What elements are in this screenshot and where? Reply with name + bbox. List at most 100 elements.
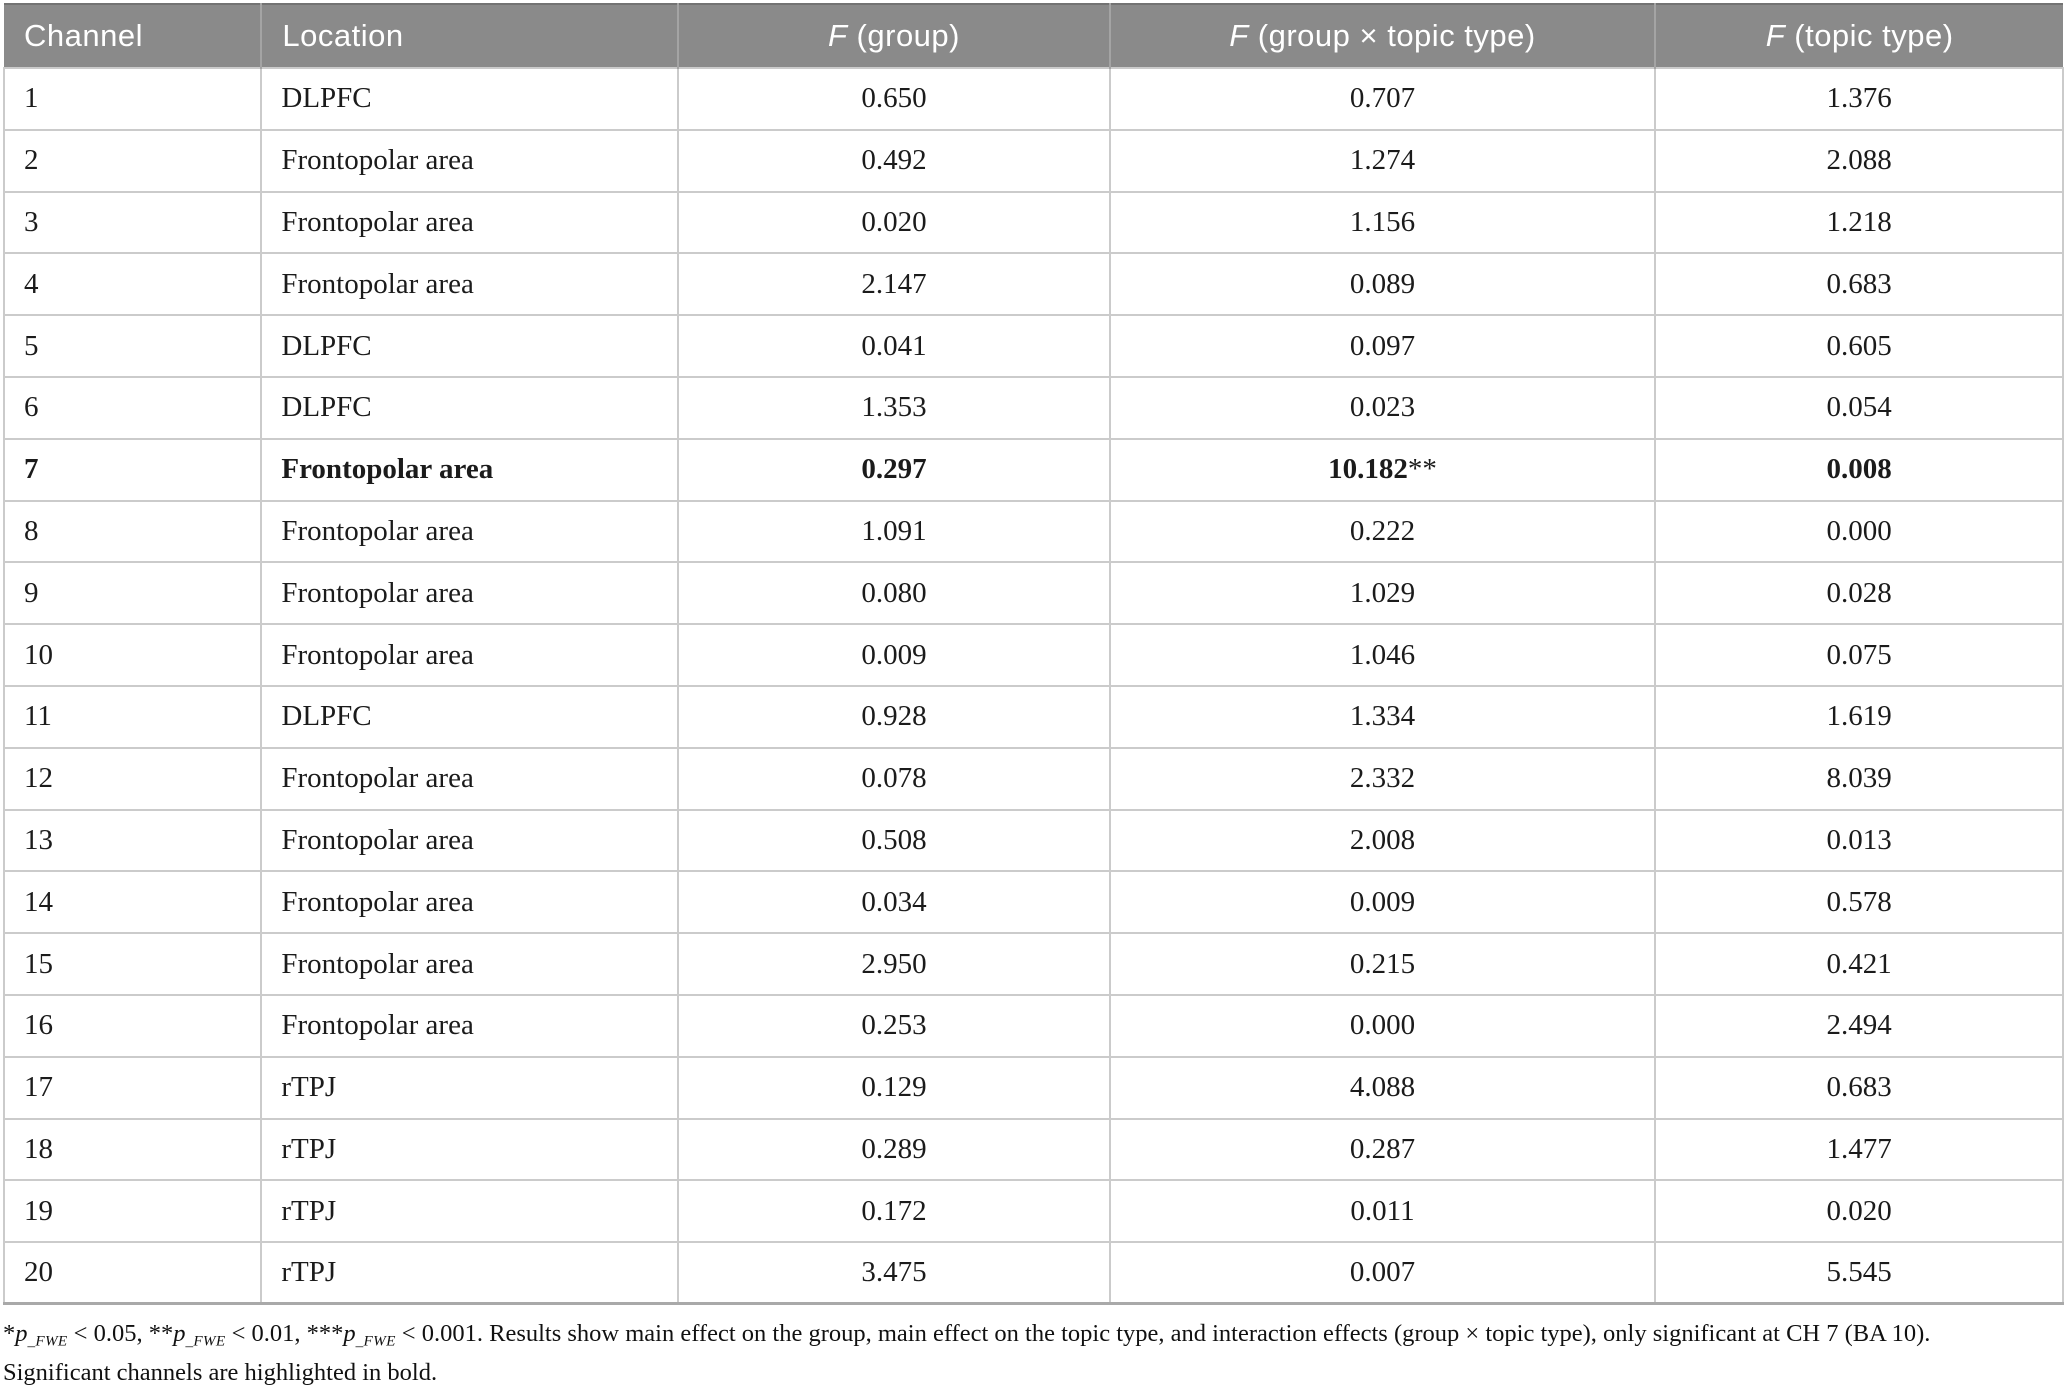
cell-channel: 7	[2, 437, 263, 502]
cell-f-group: 1.353	[677, 375, 1111, 440]
header-f-topic-type: F (topic type)	[1655, 3, 2063, 68]
cell-location: Frontopolar area	[260, 190, 680, 255]
table-header-row: Channel Location F (group) F (group × to…	[4, 3, 2063, 68]
f-interaction-value: 1.029	[1349, 576, 1416, 609]
cell-f-topic: 1.477	[1654, 1117, 2064, 1182]
cell-f-topic: 2.494	[1654, 993, 2064, 1058]
table-container: Channel Location F (group) F (group × to…	[2, 3, 2064, 1306]
cell-f-topic: 0.683	[1654, 1055, 2064, 1120]
f-interaction-value: 2.332	[1349, 762, 1416, 795]
cell-f-topic: 1.619	[1654, 684, 2064, 749]
header-location: Location	[261, 3, 680, 68]
cell-f-group: 0.009	[677, 623, 1111, 687]
footnote-segment: *	[3, 1320, 16, 1348]
cell-location: DLPFC	[260, 684, 680, 749]
table-row: 12 Frontopolar area 0.078 2.332 8.039	[2, 746, 2064, 811]
cell-f-group: 2.950	[677, 932, 1111, 996]
f-interaction-value: 0.215	[1349, 947, 1416, 980]
table-row: 1 DLPFC 0.650 0.707 1.376	[2, 67, 2064, 131]
footnote-segment: p	[343, 1320, 356, 1348]
cell-channel: 17	[2, 1055, 263, 1120]
cell-f-topic: 0.683	[1654, 252, 2064, 317]
header-f-topic-rest: (topic type)	[1785, 18, 1954, 53]
cell-location: Frontopolar area	[260, 808, 680, 873]
cell-f-topic: 0.605	[1654, 314, 2064, 378]
cell-f-group: 2.147	[677, 252, 1111, 317]
cell-f-group: 0.289	[677, 1117, 1111, 1182]
f-interaction-value: 0.023	[1349, 391, 1416, 424]
f-interaction-value: 1.274	[1349, 144, 1416, 177]
footnote-segment: < 0.05, **	[67, 1320, 174, 1348]
f-interaction-value: 4.088	[1349, 1071, 1416, 1104]
cell-channel: 20	[2, 1241, 263, 1306]
f-interaction-value: 0.007	[1349, 1256, 1416, 1289]
cell-location: Frontopolar area	[260, 252, 680, 317]
cell-f-interaction: 2.332	[1108, 746, 1657, 811]
cell-location: Frontopolar area	[260, 623, 680, 687]
cell-f-topic: 0.013	[1654, 808, 2064, 873]
cell-f-interaction: 10.182**	[1108, 437, 1657, 502]
cell-f-interaction: 1.156	[1108, 190, 1657, 255]
cell-f-interaction: 0.000	[1108, 993, 1657, 1058]
table-row: 14 Frontopolar area 0.034 0.009 0.578	[2, 870, 2064, 935]
cell-f-group: 0.492	[677, 128, 1111, 193]
cell-f-topic: 0.578	[1654, 870, 2064, 935]
header-f-group-x-topic-type: F (group × topic type)	[1109, 3, 1657, 68]
cell-f-group: 0.129	[677, 1055, 1111, 1120]
cell-f-topic: 8.039	[1654, 746, 2064, 811]
table-row: 15 Frontopolar area 2.950 0.215 0.421	[2, 932, 2064, 996]
cell-f-group: 0.650	[677, 67, 1111, 131]
cell-f-interaction: 4.088	[1108, 1055, 1657, 1120]
table-row: 3 Frontopolar area 0.020 1.156 1.218	[2, 190, 2064, 255]
cell-f-group: 0.078	[677, 746, 1111, 811]
cell-channel: 1	[2, 67, 263, 131]
cell-location: rTPJ	[260, 1055, 680, 1120]
f-italic: F	[828, 18, 848, 53]
cell-channel: 18	[2, 1117, 263, 1182]
cell-f-group: 0.034	[677, 870, 1111, 935]
f-interaction-value: 0.097	[1349, 329, 1416, 362]
cell-f-group: 0.020	[677, 190, 1111, 255]
cell-channel: 4	[2, 252, 263, 317]
cell-f-group: 0.172	[677, 1179, 1111, 1244]
cell-f-group: 0.928	[677, 684, 1111, 749]
cell-f-group: 0.253	[677, 993, 1111, 1058]
f-italic: F	[1765, 18, 1786, 53]
cell-f-interaction: 1.046	[1108, 623, 1657, 687]
cell-f-group: 0.508	[677, 808, 1111, 873]
header-channel: Channel	[4, 3, 263, 68]
significance-stars: **	[1407, 453, 1437, 486]
table-row: 4 Frontopolar area 2.147 0.089 0.683	[2, 252, 2064, 317]
cell-f-topic: 0.020	[1654, 1179, 2064, 1244]
cell-channel: 2	[2, 128, 263, 193]
cell-f-interaction: 1.274	[1108, 128, 1657, 193]
header-f-interaction-rest: (group × topic type)	[1248, 18, 1536, 53]
f-interaction-value: 1.334	[1349, 700, 1416, 733]
cell-f-interaction: 1.029	[1108, 561, 1657, 626]
table-row: 6 DLPFC 1.353 0.023 0.054	[2, 375, 2064, 440]
cell-location: Frontopolar area	[260, 499, 680, 564]
cell-f-interaction: 0.007	[1108, 1241, 1657, 1306]
footnote-segment: _FWE	[27, 1332, 68, 1350]
table-row: 8 Frontopolar area 1.091 0.222 0.000	[2, 499, 2064, 564]
cell-location: Frontopolar area	[260, 746, 680, 811]
f-interaction-value: 0.089	[1349, 267, 1416, 300]
header-f-group-rest: (group)	[847, 18, 960, 53]
cell-f-topic: 0.008	[1654, 437, 2064, 502]
f-interaction-value: 0.000	[1349, 1009, 1416, 1042]
table-footnote: *p_FWE < 0.05, **p_FWE < 0.01, ***p_FWE …	[0, 1305, 2067, 1391]
anova-results-table: Channel Location F (group) F (group × to…	[2, 3, 2064, 1306]
cell-f-group: 0.080	[677, 561, 1111, 626]
cell-channel: 14	[2, 870, 263, 935]
cell-f-interaction: 0.222	[1108, 499, 1657, 564]
cell-location: Frontopolar area	[260, 870, 680, 935]
cell-location: Frontopolar area	[260, 932, 680, 996]
cell-f-group: 0.041	[677, 314, 1111, 378]
table-row: 10 Frontopolar area 0.009 1.046 0.075	[2, 623, 2064, 687]
table-row: 11 DLPFC 0.928 1.334 1.619	[2, 684, 2064, 749]
f-interaction-value: 0.287	[1349, 1132, 1416, 1165]
f-interaction-value: 0.707	[1349, 82, 1416, 115]
cell-channel: 11	[2, 684, 263, 749]
cell-f-interaction: 0.287	[1108, 1117, 1657, 1182]
cell-channel: 5	[2, 314, 263, 378]
